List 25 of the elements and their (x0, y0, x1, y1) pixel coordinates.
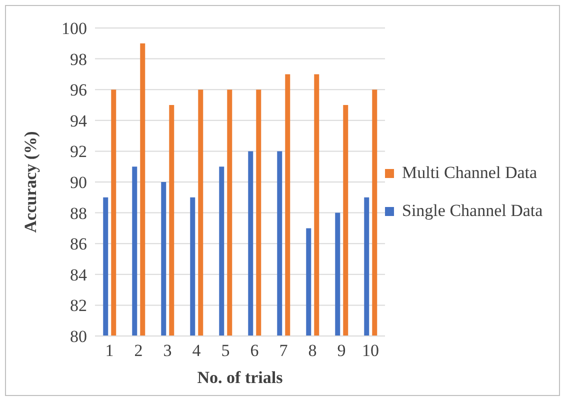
y-tick-label: 92 (70, 142, 87, 162)
x-tick-label: 4 (192, 341, 202, 360)
y-tick-label: 84 (70, 265, 88, 284)
y-tick-label: 94 (70, 111, 88, 130)
x-tick-label: 1 (105, 341, 114, 360)
x-tick-label: 7 (279, 341, 288, 360)
x-axis-title: No. of trials (197, 368, 284, 387)
y-tick-label: 100 (62, 19, 87, 38)
x-tick-label: 9 (337, 341, 346, 360)
x-tick-label: 6 (250, 341, 259, 360)
x-tick-label: 3 (163, 341, 172, 360)
x-tick-label: 5 (221, 341, 230, 360)
y-tick-label: 82 (70, 296, 87, 316)
legend-label: Multi Channel Data (402, 162, 538, 182)
y-tick-label: 96 (70, 80, 87, 100)
y-tick-label: 86 (70, 234, 87, 254)
y-tick-label: 90 (70, 173, 87, 192)
x-tick-label: 10 (362, 341, 379, 360)
y-tick-label: 98 (70, 50, 87, 69)
y-tick-label: 80 (70, 327, 87, 346)
x-tick-label: 2 (134, 341, 143, 360)
y-axis-title: Accuracy (%) (21, 131, 40, 233)
y-tick-label: 88 (70, 204, 87, 223)
legend-label: Single Channel Data (402, 200, 543, 220)
x-tick-label: 8 (308, 341, 317, 360)
